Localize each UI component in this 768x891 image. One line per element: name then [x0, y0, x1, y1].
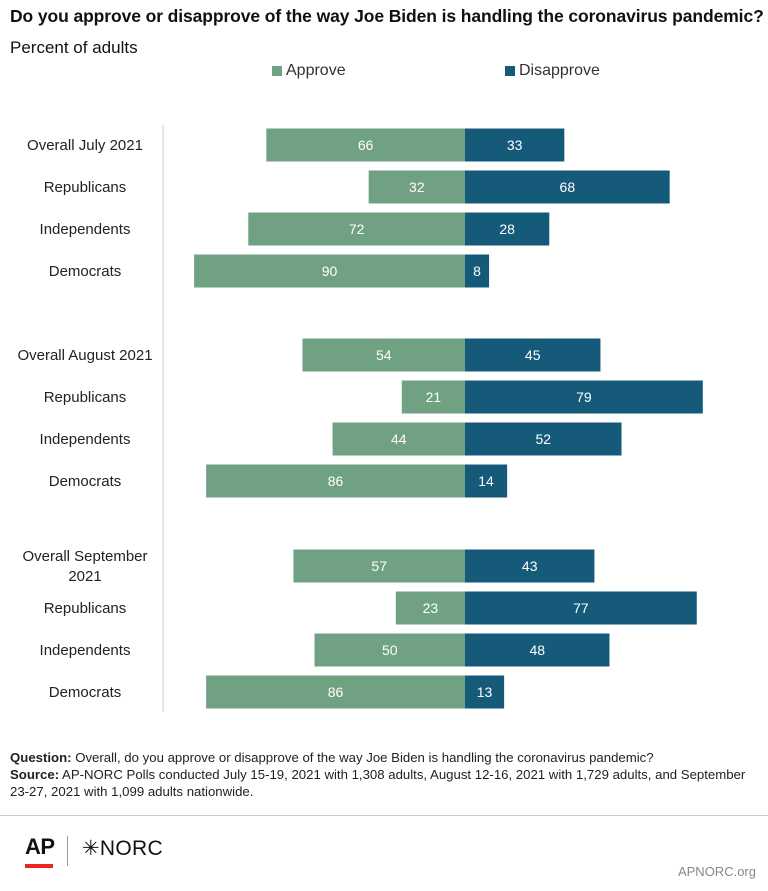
- approve-bar: [401, 380, 465, 414]
- category-label: Overall September 2021: [22, 548, 147, 585]
- legend-item-disapprove: Disapprove: [505, 62, 600, 80]
- disapprove-bar: [465, 633, 610, 667]
- approve-bar: [302, 338, 465, 372]
- ap-logo: AP: [25, 834, 55, 859]
- category-label: Democrats: [49, 684, 122, 701]
- chart-subtitle: Percent of adults: [10, 38, 138, 57]
- source-label: Source:: [10, 767, 60, 782]
- question-text: Overall, do you approve or disapprove of…: [71, 750, 654, 765]
- diverging-bar-chart: 66 33 Overall July 2021 32 68 Republicans 72 28…: [17, 125, 703, 712]
- source-note: Source: AP-NORC Polls conducted July 15-…: [10, 766, 755, 800]
- footer-divider: [0, 815, 768, 816]
- category-label-line: Republicans: [44, 389, 127, 406]
- approve-bar: [332, 422, 465, 456]
- category-label: Republicans: [44, 600, 127, 617]
- question-label: Question:: [10, 750, 72, 765]
- disapprove-data-label: 68: [560, 179, 576, 195]
- approve-bar: [206, 675, 465, 709]
- category-label-line: Democrats: [49, 263, 122, 280]
- category-label: Republicans: [44, 389, 127, 406]
- category-label: Democrats: [49, 263, 122, 280]
- approve-data-label: 21: [426, 389, 442, 405]
- disapprove-bar: [465, 170, 670, 204]
- norc-logo: ✳NORC: [82, 837, 163, 860]
- approve-data-label: 86: [328, 473, 344, 489]
- approve-bar: [266, 128, 465, 162]
- logo-divider: [67, 836, 68, 866]
- disapprove-bar: [465, 464, 508, 498]
- legend-item-approve: Approve: [272, 62, 346, 80]
- category-label-line: Independents: [40, 642, 131, 659]
- question-note: Question: Overall, do you approve or dis…: [10, 749, 755, 766]
- approve-data-label: 50: [382, 642, 398, 658]
- category-label: Independents: [40, 431, 131, 448]
- disapprove-bar: [465, 675, 505, 709]
- chart-title: Do you approve or disapprove of the way …: [10, 6, 764, 26]
- category-label-line: Republicans: [44, 600, 127, 617]
- disapprove-bar: [465, 212, 550, 246]
- site-link[interactable]: APNORC.org: [677, 864, 756, 879]
- approve-bar: [395, 591, 465, 625]
- disapprove-bar: [465, 591, 697, 625]
- approve-data-label: 32: [409, 179, 425, 195]
- disapprove-data-label: 52: [535, 431, 551, 447]
- approve-bar: [248, 212, 465, 246]
- category-label-line: 2021: [68, 568, 101, 585]
- category-label: Republicans: [44, 179, 127, 196]
- category-label: Independents: [40, 642, 131, 659]
- legend-swatch-disapprove: [505, 66, 515, 76]
- disapprove-data-label: 8: [473, 263, 481, 279]
- chart-notes: Question: Overall, do you approve or dis…: [10, 749, 755, 800]
- legend-label-disapprove: Disapprove: [519, 62, 600, 79]
- category-label: Overall August 2021: [17, 347, 152, 364]
- disapprove-bar: [465, 338, 601, 372]
- disapprove-data-label: 79: [576, 389, 592, 405]
- approve-bar: [368, 170, 465, 204]
- category-label-line: Overall July 2021: [27, 137, 143, 154]
- disapprove-data-label: 13: [477, 684, 493, 700]
- disapprove-bar: [465, 128, 565, 162]
- approve-data-label: 86: [328, 684, 344, 700]
- category-label: Democrats: [49, 473, 122, 490]
- category-label-line: Republicans: [44, 179, 127, 196]
- approve-data-label: 23: [423, 600, 439, 616]
- category-label: Independents: [40, 221, 131, 238]
- category-label-line: Overall August 2021: [17, 347, 152, 364]
- category-label: Overall July 2021: [27, 137, 143, 154]
- disapprove-data-label: 28: [499, 221, 515, 237]
- disapprove-data-label: 33: [507, 137, 523, 153]
- category-label-line: Independents: [40, 221, 131, 238]
- approve-data-label: 54: [376, 347, 392, 363]
- legend-label-approve: Approve: [286, 62, 346, 79]
- approve-data-label: 90: [322, 263, 338, 279]
- category-label-line: Overall September: [22, 548, 147, 565]
- disapprove-bar: [465, 254, 490, 288]
- approve-data-label: 66: [358, 137, 374, 153]
- category-label-line: Democrats: [49, 473, 122, 490]
- source-text: AP-NORC Polls conducted July 15-19, 2021…: [10, 767, 746, 799]
- legend-swatch-approve: [272, 66, 282, 76]
- approve-data-label: 72: [349, 221, 365, 237]
- disapprove-data-label: 48: [529, 642, 545, 658]
- disapprove-data-label: 14: [478, 473, 494, 489]
- disapprove-bar: [465, 380, 703, 414]
- approve-bar: [314, 633, 465, 667]
- approve-bar: [194, 254, 465, 288]
- disapprove-data-label: 43: [522, 558, 538, 574]
- category-label-line: Independents: [40, 431, 131, 448]
- approve-data-label: 57: [371, 558, 387, 574]
- approve-bar: [293, 549, 465, 583]
- category-label-line: Democrats: [49, 684, 122, 701]
- disapprove-bar: [465, 549, 595, 583]
- disapprove-bar: [465, 422, 622, 456]
- ap-logo-underline: [25, 864, 53, 868]
- approve-data-label: 44: [391, 431, 407, 447]
- approve-bar: [206, 464, 465, 498]
- disapprove-data-label: 45: [525, 347, 541, 363]
- disapprove-data-label: 77: [573, 600, 589, 616]
